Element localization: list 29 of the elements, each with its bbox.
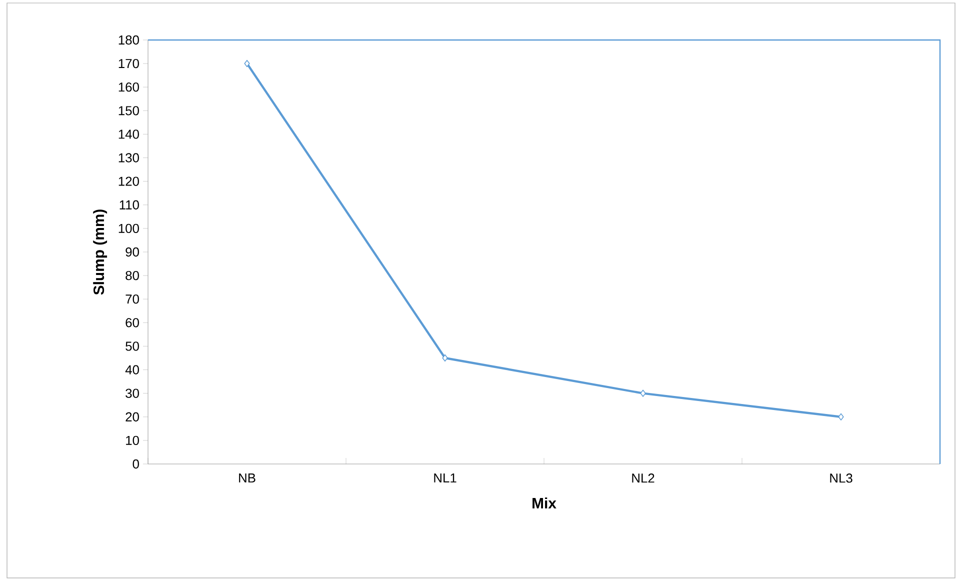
y-tick-label: 20 — [126, 412, 139, 422]
x-tick-label: NL3 — [830, 474, 852, 483]
y-tick-label: 40 — [125, 365, 139, 374]
x-axis-title: Mix — [532, 498, 556, 508]
x-tick-label: NB — [239, 474, 256, 482]
y-tick-label: 70 — [126, 294, 139, 304]
y-tick-label: 110 — [120, 200, 139, 210]
y-tick-label: 120 — [118, 176, 139, 186]
y-tick-label: 170 — [118, 58, 139, 68]
point — [640, 390, 646, 397]
x-tick-label: NL1 — [434, 474, 456, 482]
y-tick-label: 30 — [126, 388, 139, 398]
x-tick-label: NL2 — [632, 474, 654, 483]
y-tick-label: 160 — [118, 82, 139, 92]
y-axis-title: Slump (mm) — [93, 210, 108, 295]
y-tick-label: 100 — [118, 224, 139, 234]
point — [442, 354, 448, 362]
point — [838, 413, 844, 420]
y-tick-label: 60 — [126, 318, 139, 328]
y-tick-label: 130 — [118, 153, 139, 162]
y-tick-label: 90 — [126, 247, 139, 257]
y-tick-label: 150 — [118, 106, 139, 116]
y-tick-label: 50 — [126, 342, 139, 351]
y-tick-label: 140 — [118, 130, 139, 139]
point — [244, 60, 250, 68]
y-tick-label: 80 — [126, 270, 139, 280]
y-tick-label: 0 — [132, 459, 139, 469]
y-tick-label: 10 — [126, 436, 139, 446]
y-tick-label: 180 — [118, 35, 139, 45]
